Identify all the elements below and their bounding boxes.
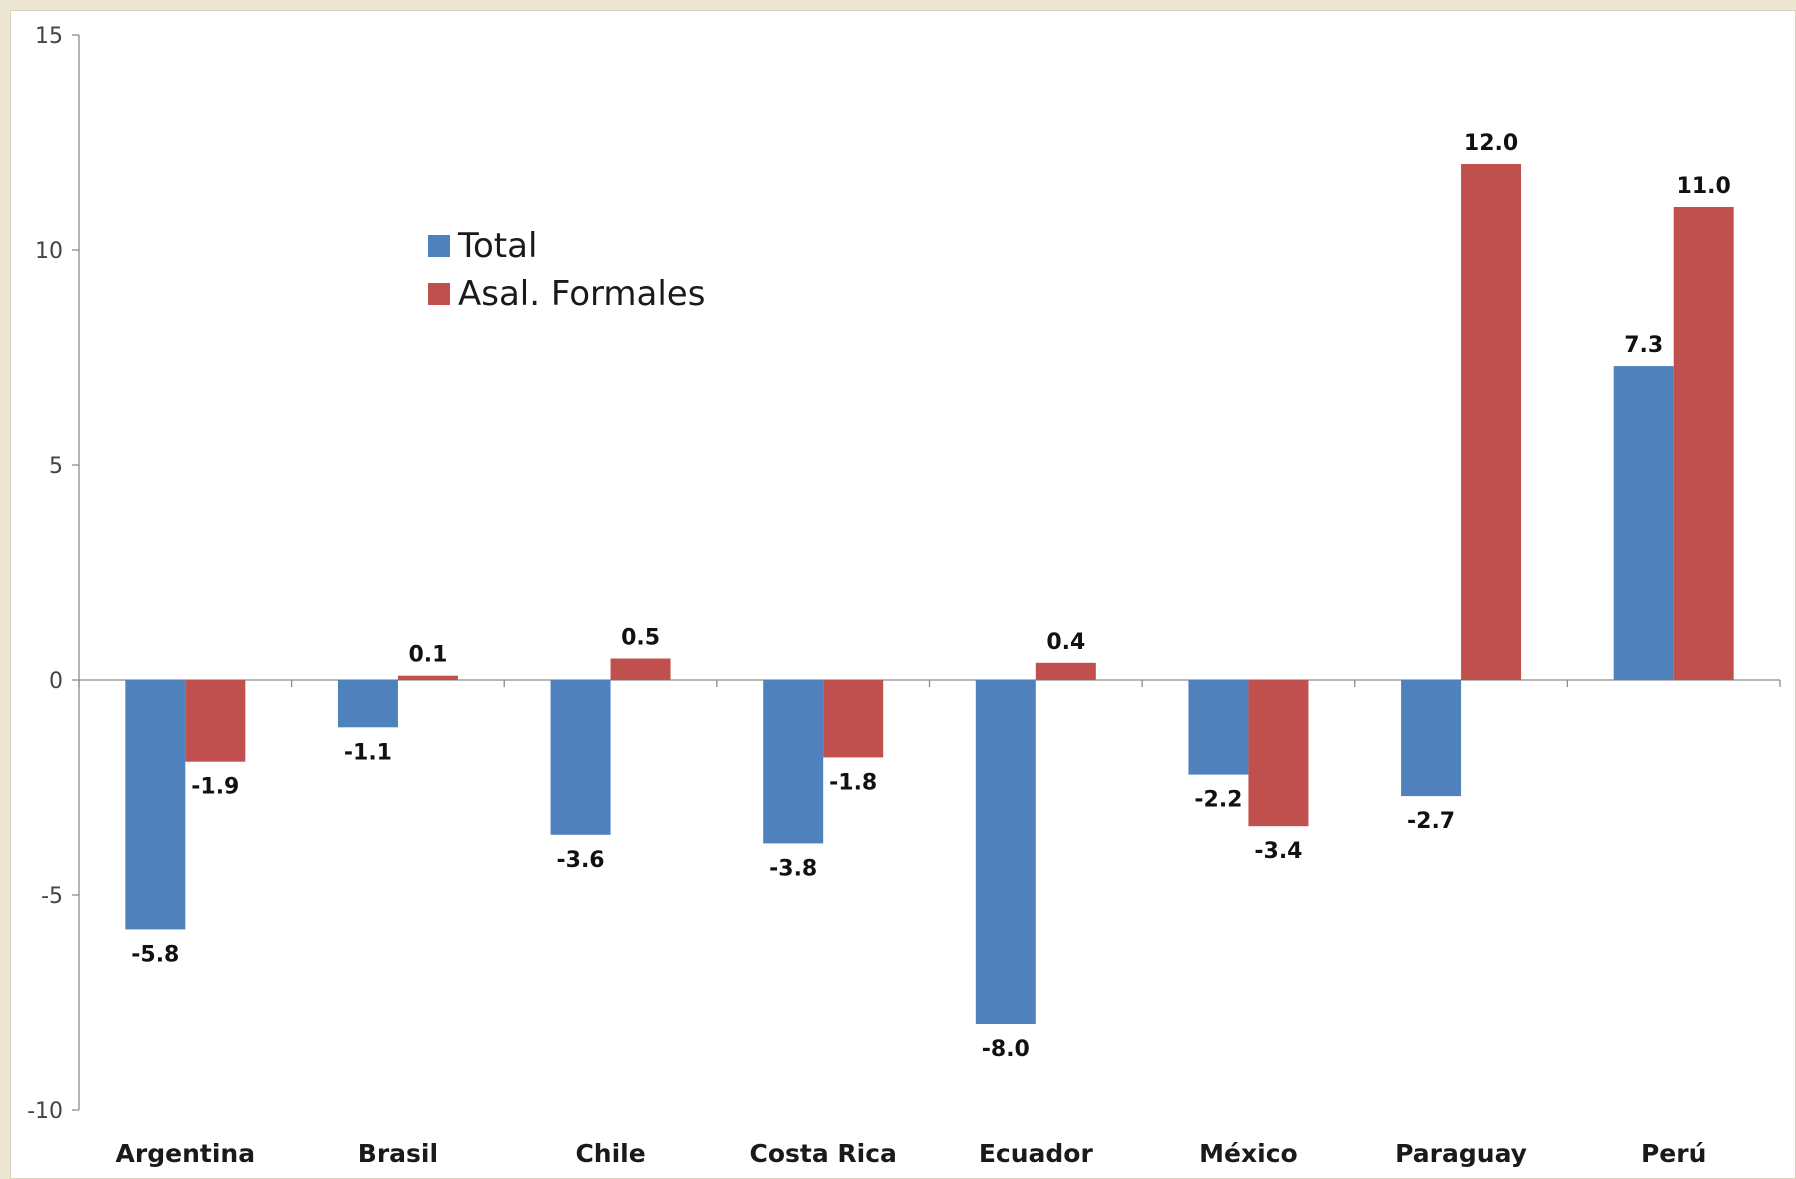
category-label: Ecuador [979, 1139, 1094, 1168]
data-labels: -5.8 -1.1 -3.6 -3.8 -8.0 -2.2 -2.7 7.3 -1.9 0.1 0.… [131, 131, 1731, 1062]
bar-asal-formales [1461, 164, 1522, 680]
bar-asal-formales [185, 680, 246, 762]
category-label: México [1199, 1139, 1298, 1168]
legend-swatch-asal-formales [428, 283, 450, 305]
data-label: -5.8 [131, 942, 179, 967]
bar-total [1613, 366, 1674, 680]
legend-item-asal-formales: Asal. Formales [428, 270, 705, 318]
data-label: 0.4 [1046, 630, 1085, 655]
bar-total [550, 680, 611, 835]
legend-label-total: Total [458, 226, 538, 266]
category-label: Chile [575, 1139, 645, 1168]
category-label: Perú [1641, 1139, 1706, 1168]
legend-item-total: Total [428, 222, 705, 270]
category-label: Argentina [116, 1139, 256, 1168]
category-label: Costa Rica [749, 1139, 896, 1168]
legend-swatch-total [428, 235, 450, 257]
bar-asal-formales [823, 680, 884, 758]
bar-total [337, 680, 398, 728]
bar-chart: 15 10 5 0 -5 -10 Argentina Brasil Chile Costa Ric… [27, 24, 1781, 1168]
y-tick-label: -5 [41, 884, 63, 909]
y-tick-label: 15 [35, 24, 63, 49]
data-label: 7.3 [1624, 333, 1663, 358]
data-label: 11.0 [1677, 174, 1731, 199]
bar-asal-formales [1248, 680, 1309, 827]
legend-label-asal-formales: Asal. Formales [458, 274, 706, 314]
data-label: -1.8 [829, 770, 877, 795]
chart-frame: 15 10 5 0 -5 -10 Argentina Brasil Chile Costa Ric… [10, 10, 1796, 1179]
bar-total [125, 680, 186, 930]
legend: Total Asal. Formales [428, 222, 705, 318]
y-tick-label: 5 [49, 454, 63, 479]
data-label: -3.4 [1254, 839, 1302, 864]
bar-total [1401, 680, 1462, 797]
data-label: -2.7 [1407, 809, 1455, 834]
data-label: 0.5 [621, 626, 660, 651]
data-label: -1.1 [344, 740, 392, 765]
data-label: -8.0 [982, 1037, 1030, 1062]
bar-asal-formales [1035, 662, 1096, 680]
data-label: 0.1 [408, 643, 447, 668]
bar-asal-formales [397, 675, 458, 680]
bar-total [1188, 680, 1249, 775]
bar-total [975, 680, 1036, 1024]
y-tick-label: 10 [35, 239, 63, 264]
bar-total [763, 680, 824, 844]
data-label: -3.8 [769, 856, 817, 881]
category-label: Brasil [358, 1139, 438, 1168]
bars [125, 164, 1734, 1024]
category-label: Paraguay [1395, 1139, 1527, 1168]
bar-asal-formales [610, 658, 671, 680]
data-label: 12.0 [1464, 131, 1518, 156]
data-label: -1.9 [191, 775, 239, 800]
bar-asal-formales [1673, 207, 1734, 680]
data-label: -3.6 [557, 848, 605, 873]
data-label: -2.2 [1194, 788, 1242, 813]
y-tick-label: 0 [49, 669, 63, 694]
y-tick-label: -10 [27, 1099, 63, 1124]
